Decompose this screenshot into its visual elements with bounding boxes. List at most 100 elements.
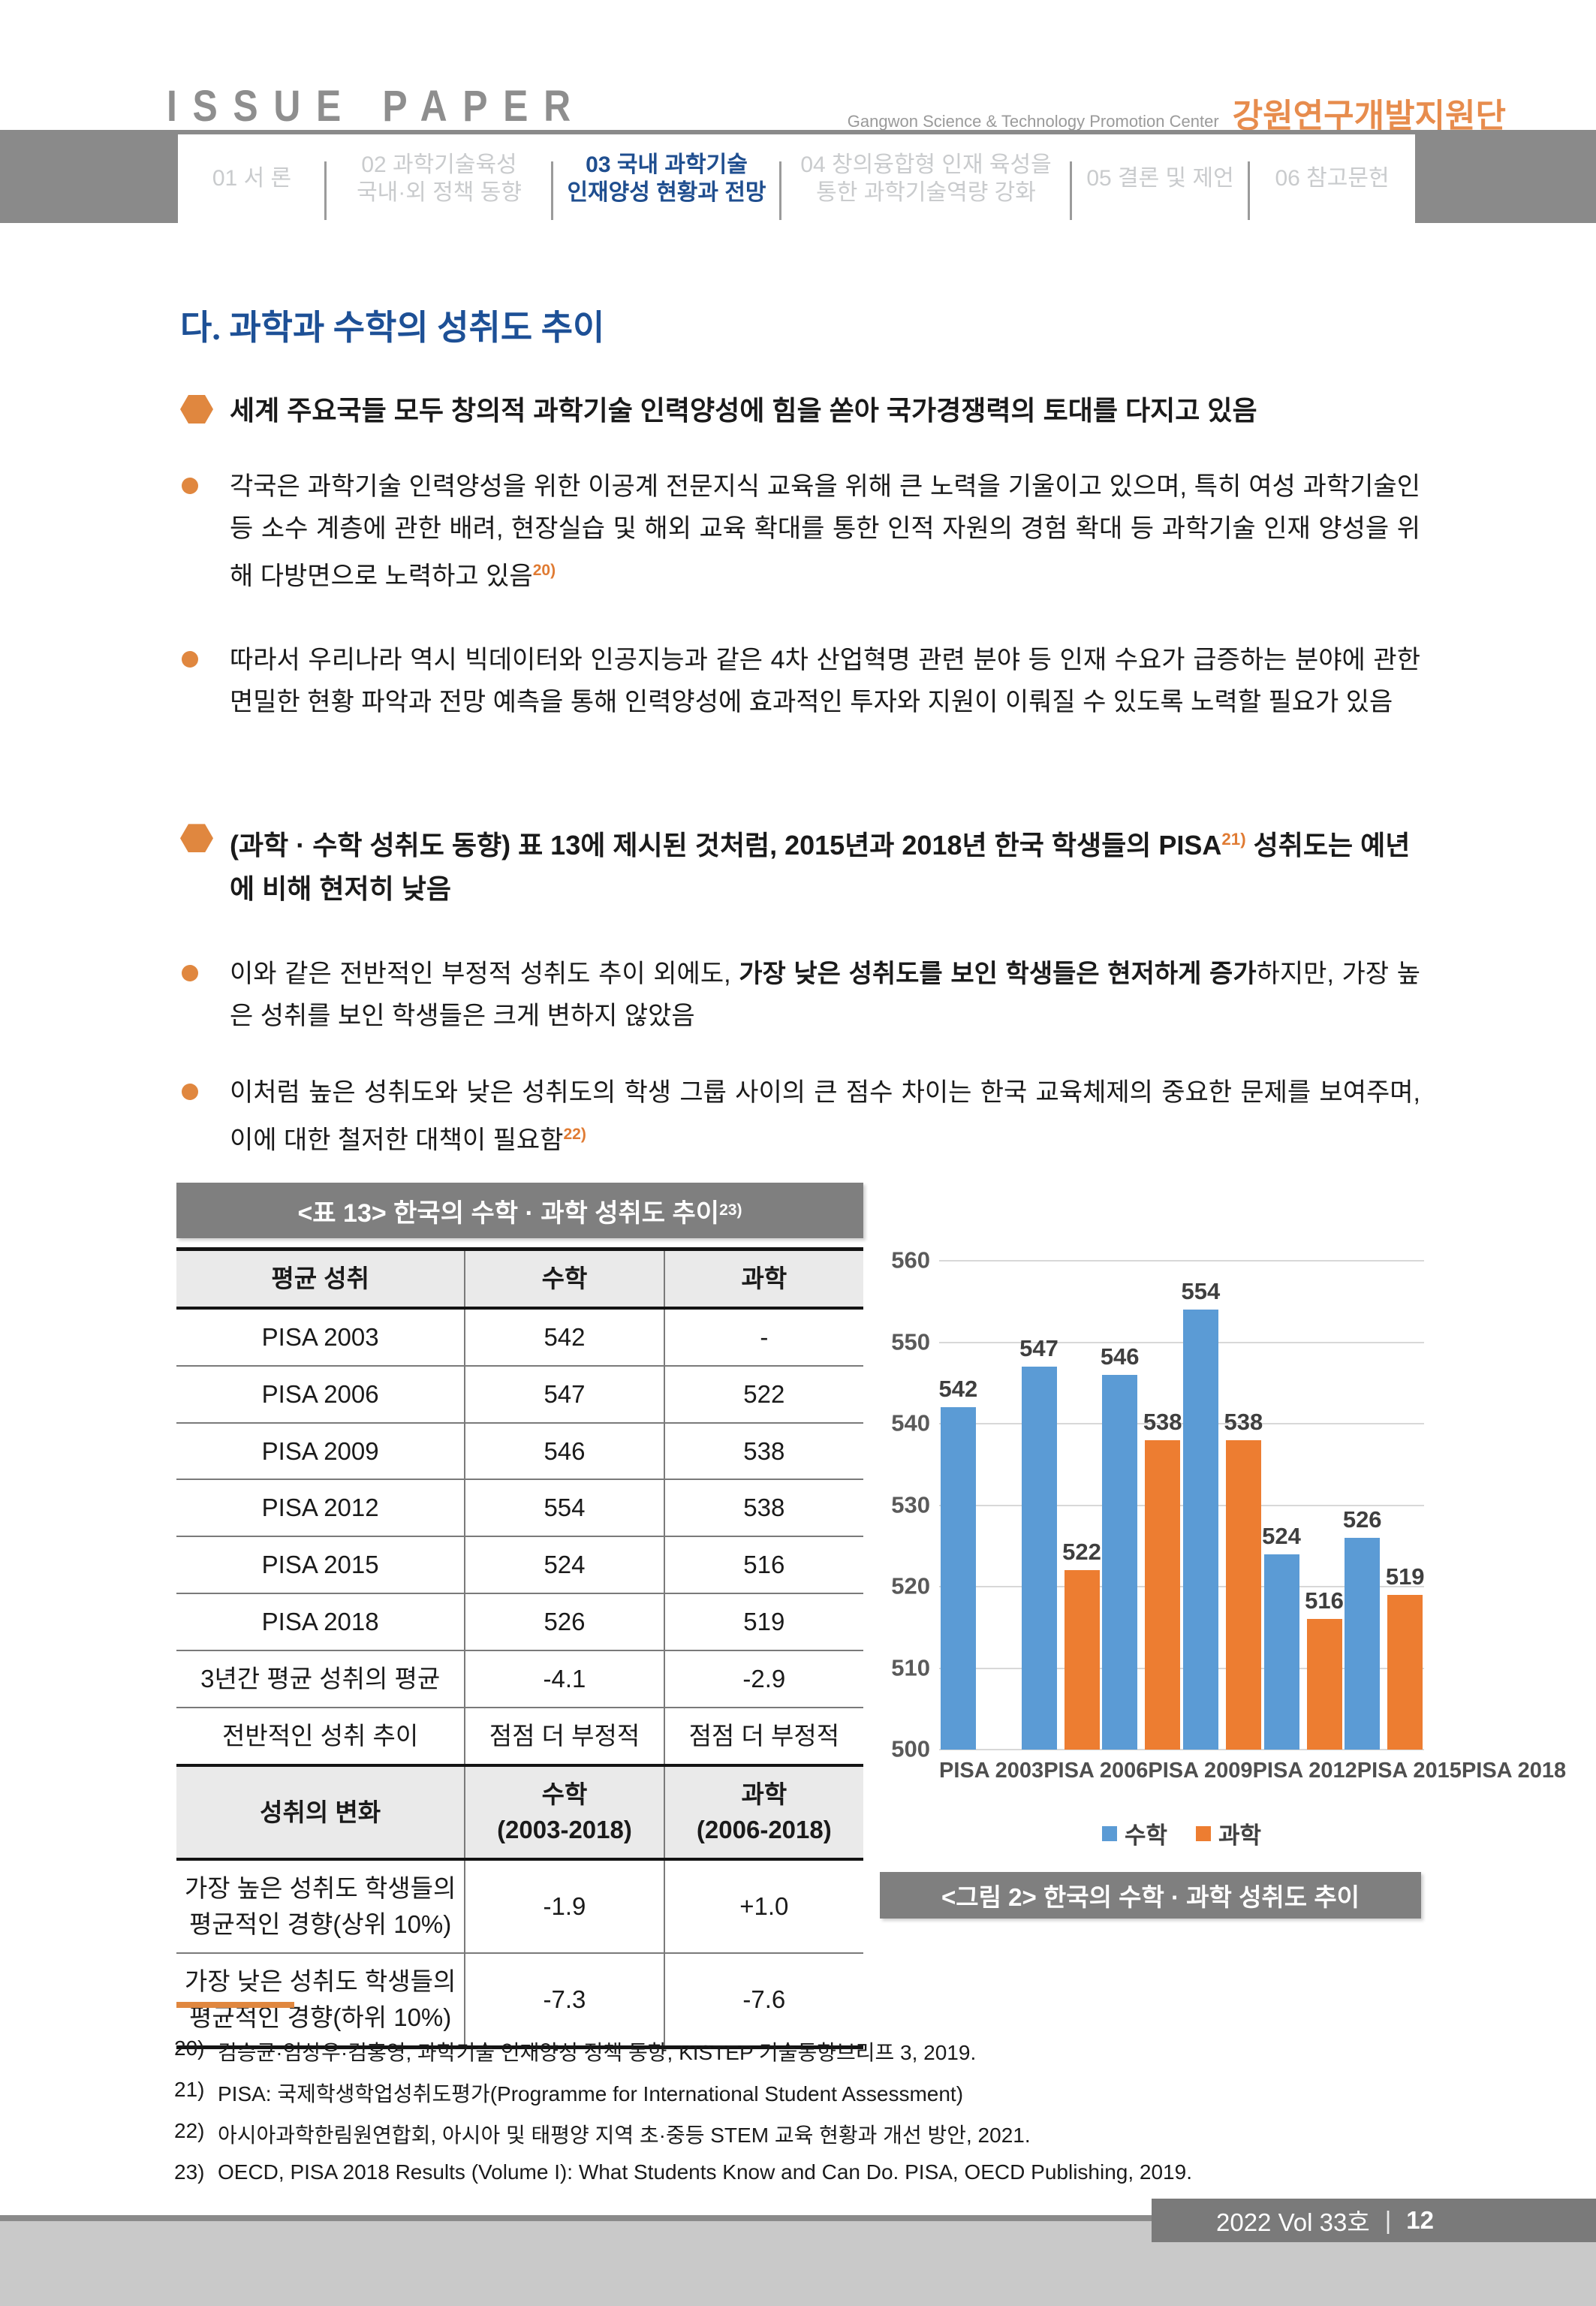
bullet-marker-cell — [180, 389, 230, 424]
table-cell: - — [664, 1307, 863, 1367]
table-title-bar: <표 13> 한국의 수학 · 과학 성취도 추이 23) — [176, 1183, 863, 1238]
bar — [1102, 1374, 1138, 1750]
table-cell: PISA 2015 — [176, 1536, 466, 1595]
x-axis-category-label: PISA 2012 — [1252, 1759, 1357, 1783]
footnote-ref: 22) — [563, 1126, 586, 1144]
table-cell: 538 — [664, 1479, 863, 1538]
legend-label: 과학 — [1218, 1822, 1262, 1849]
table-cell: PISA 2018 — [176, 1593, 466, 1651]
footnote-number: 20) — [174, 2036, 205, 2060]
bullet-item: 이와 같은 전반적인 부정적 성취도 추이 외에도, 가장 낮은 성취도를 보인… — [180, 953, 1420, 1037]
issue-paper-logo: ISSUE PAPER — [167, 82, 586, 131]
chart-legend: 수학 과학 — [939, 1816, 1424, 1850]
bullet-marker-cell — [180, 1072, 230, 1101]
footnote-item: 20) 김승균·임상우·김홍영, 과학기술 인재양성 정책 동향, KISTEP … — [174, 2036, 1450, 2066]
bar-data-label: 526 — [1342, 1506, 1382, 1533]
table-cell: 가장 낮은 성취도 학생들의 평균적인 경향(하위 10%) — [176, 1952, 466, 2048]
bullet-text: 세계 주요국들 모두 창의적 과학기술 인력양성에 힘을 쏟아 국가경쟁력의 토… — [230, 389, 1420, 433]
table-row: 성취의 변화 수학 (2003-2018) 과학 (2006-2018) — [176, 1763, 863, 1861]
bar-column: 542 — [938, 1261, 977, 1750]
footnote-ref: 20) — [532, 562, 556, 579]
bar-data-label: 519 — [1385, 1563, 1425, 1590]
bullet-marker-cell — [180, 639, 230, 668]
bar-groups: 542 547 522 546 538 554 538 524 516 526 519 — [938, 1261, 1425, 1750]
table-cell: PISA 2012 — [176, 1479, 466, 1538]
bullet-list: 세계 주요국들 모두 창의적 과학기술 인력양성에 힘을 쏟아 국가경쟁력의 토… — [180, 389, 1420, 1162]
bullet-item: (과학 · 수학 성취도 동향) 표 13에 제시된 것처럼, 2015년과 2… — [180, 818, 1420, 911]
y-axis-tick-label: 510 — [891, 1653, 930, 1681]
bar — [940, 1407, 976, 1750]
tab-chapter-3[interactable]: 03 국내 과학기술 인재양성 현황과 전망 — [553, 134, 781, 223]
table-cell: PISA 2009 — [176, 1422, 466, 1481]
bar-column: 538 — [1143, 1261, 1182, 1750]
legend-swatch-icon — [1196, 1825, 1211, 1841]
gridline — [939, 1667, 1424, 1669]
tab-chapter-1[interactable]: 01 서 론 — [178, 134, 327, 223]
table-cell: 가장 높은 성취도 학생들의 평균적인 경향(상위 10%) — [176, 1859, 466, 1954]
tab-chapter-2[interactable]: 02 과학기술육성 국내·외 정책 동향 — [326, 134, 553, 223]
bar-column: 526 — [1342, 1261, 1382, 1750]
table-cell: 526 — [465, 1593, 665, 1651]
bullet-item: 세계 주요국들 모두 창의적 과학기술 인력양성에 힘을 쏟아 국가경쟁력의 토… — [180, 389, 1420, 433]
legend-item: 수학 — [1101, 1816, 1167, 1850]
table-row: PISA 2003 542- — [176, 1307, 863, 1367]
table-row: PISA 2006 547 522 — [176, 1365, 863, 1424]
bar — [1021, 1367, 1057, 1750]
tab-chapter-6[interactable]: 06 참고문헌 — [1275, 166, 1390, 191]
tab-chapter-4[interactable]: 04 창의융합형 인재 육성을 통한 과학기술역량 강화 — [781, 134, 1072, 223]
footnote-ref: 21) — [1221, 830, 1246, 849]
table-cell: -4.1 — [465, 1650, 665, 1708]
table-cell: 점점 더 부정적 — [664, 1707, 863, 1766]
tab-chapter-5[interactable]: 05 결론 및 제언 — [1071, 134, 1250, 223]
chart-x-axis-labels: PISA 2003 PISA 2006 PISA 2009 PISA 2012 PISA… — [939, 1759, 1566, 1783]
bar-data-label: 546 — [1100, 1343, 1140, 1370]
table-title: <표 13> 한국의 수학 · 과학 성취도 추이 — [297, 1198, 720, 1228]
bar — [1182, 1310, 1218, 1750]
bar-column: 522 — [1062, 1261, 1101, 1750]
bar-data-label: 538 — [1143, 1408, 1182, 1435]
table-cell: 전반적인 성취 추이 — [176, 1707, 466, 1766]
table-row: PISA 2012 554 538 — [176, 1479, 863, 1538]
bar — [1263, 1554, 1299, 1750]
bullet-text: 이와 같은 전반적인 부정적 성취도 추이 외에도, 가장 낮은 성취도를 보인… — [230, 953, 1420, 1037]
text-segment: 세계 주요국들 모두 창의적 과학기술 인력양성에 힘을 쏟아 국가경쟁력의 토… — [230, 395, 1257, 426]
bullet-marker-cell — [180, 953, 230, 982]
bar-data-label: 522 — [1062, 1539, 1101, 1566]
chapter-tabs: 01 서 론 02 과학기술육성 국내·외 정책 동향 03 국내 과학기술 인재양… — [178, 134, 1415, 223]
y-axis-tick-label: 560 — [891, 1246, 930, 1274]
y-axis-tick-label: 520 — [891, 1572, 930, 1599]
footnote-list: 20) 김승균·임상우·김홍영, 과학기술 인재양성 정책 동향, KISTEP … — [174, 2036, 1450, 2196]
table-row: PISA 2015 524 516 — [176, 1536, 863, 1595]
table-cell: 3년간 평균 성취의 평균 — [176, 1650, 466, 1708]
footer-volume: 2022 Vol 33호 — [1216, 2208, 1370, 2236]
footnote-number: 21) — [174, 2078, 205, 2101]
gridline — [939, 1423, 1424, 1424]
bullet-item: 각국은 과학기술 인력양성을 위한 이공계 전문지식 교육을 위해 큰 노력을 … — [180, 466, 1420, 597]
bar — [1306, 1619, 1342, 1750]
text-segment: 성취도는 예년에 비해 현저히 낮음 — [230, 830, 1411, 905]
bar-data-label: 516 — [1305, 1587, 1344, 1614]
footer-page-box: 2022 Vol 33호 | 12 — [1152, 2199, 1596, 2242]
table-cell: PISA 2003 — [176, 1307, 466, 1367]
header-brand-group: Gangwon Science & Technology Promotion C… — [848, 89, 1506, 137]
footer-rule — [0, 2215, 1152, 2221]
table-cell: PISA 2006 — [176, 1365, 466, 1424]
table-row: 평균 성취 수학 과학 — [176, 1247, 863, 1310]
footnote-item: 21) PISA: 국제학생학업성취도평가(Programme for Inter… — [174, 2078, 1450, 2108]
text-segment: (과학 · 수학 성취도 동향) — [230, 830, 511, 861]
footnote-divider — [176, 2002, 294, 2008]
gridline — [939, 1341, 1424, 1343]
bar — [1387, 1594, 1423, 1750]
table-cell: 평균 성취 — [176, 1247, 466, 1310]
gridline — [939, 1260, 1424, 1262]
gridline — [939, 1586, 1424, 1587]
dot-bullet-icon — [182, 651, 198, 668]
bullet-item: 따라서 우리나라 역시 빅데이터와 인공지능과 같은 4차 산업혁명 관련 분야… — [180, 639, 1420, 723]
brand-korean: 강원연구개발지원단 — [1232, 98, 1506, 134]
section-title: 다. 과학과 수학의 성취도 추이 — [180, 309, 605, 347]
table-cell: 수학 (2003-2018) — [465, 1763, 665, 1861]
figure-caption-bar: <그림 2> 한국의 수학 · 과학 성취도 추이 — [880, 1872, 1421, 1919]
x-axis-category-label: PISA 2003 — [939, 1759, 1044, 1783]
bar-group: 542 — [938, 1261, 1020, 1750]
